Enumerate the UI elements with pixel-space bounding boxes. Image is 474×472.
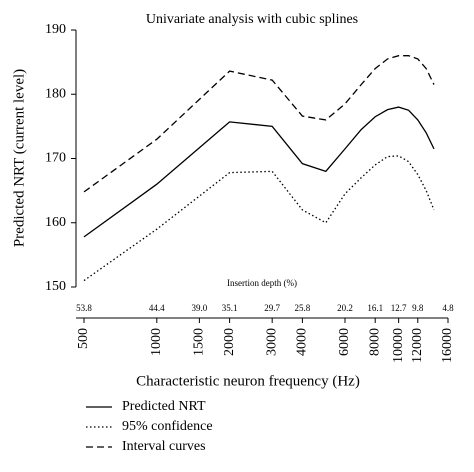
x-tick-label: 1000 <box>149 328 164 356</box>
x-axis-label: Characteristic neuron frequency (Hz) <box>136 373 360 389</box>
series-line <box>83 155 435 282</box>
y-axis-label: Predicted NRT (current level) <box>11 69 27 247</box>
insertion-depth-tick: 25.8 <box>295 303 311 313</box>
insertion-depth-tick: 20.2 <box>337 303 353 313</box>
series-line <box>83 55 435 193</box>
x-tick-label: 6000 <box>337 328 352 356</box>
insertion-depth-tick: 29.7 <box>264 303 280 313</box>
y-tick-label: 170 <box>45 151 66 166</box>
insertion-depth-label: Insertion depth (%) <box>227 278 297 288</box>
x-tick-label: 1500 <box>192 328 207 356</box>
insertion-depth-tick: 44.4 <box>149 303 165 313</box>
insertion-depth-tick: 12.7 <box>391 303 407 313</box>
x-tick-label: 500 <box>76 328 91 349</box>
legend-label: Predicted NRT <box>122 399 206 414</box>
insertion-depth-tick: 39.0 <box>192 303 208 313</box>
y-tick-label: 160 <box>45 215 66 230</box>
legend-label: 95% confidence <box>122 419 213 434</box>
x-tick-label: 2000 <box>222 328 237 356</box>
legend-label: Interval curves <box>122 439 206 454</box>
y-tick-label: 150 <box>45 279 66 294</box>
x-tick-label: 8000 <box>367 328 382 356</box>
x-tick-label: 4000 <box>295 328 310 356</box>
x-tick-label: 3000 <box>264 328 279 356</box>
insertion-depth-tick: 35.1 <box>222 303 238 313</box>
x-tick-label: 16000 <box>440 328 455 363</box>
x-tick-label: 12000 <box>410 328 425 363</box>
y-tick-label: 180 <box>45 86 66 101</box>
insertion-depth-tick: 53.8 <box>76 303 92 313</box>
insertion-depth-tick: 16.1 <box>367 303 383 313</box>
x-tick-label: 10000 <box>391 328 406 363</box>
series-line <box>83 106 435 238</box>
y-tick-label: 190 <box>45 22 66 37</box>
chart-title: Univariate analysis with cubic splines <box>146 12 358 27</box>
insertion-depth-tick: 4.8 <box>442 303 454 313</box>
insertion-depth-tick: 9.8 <box>412 303 424 313</box>
